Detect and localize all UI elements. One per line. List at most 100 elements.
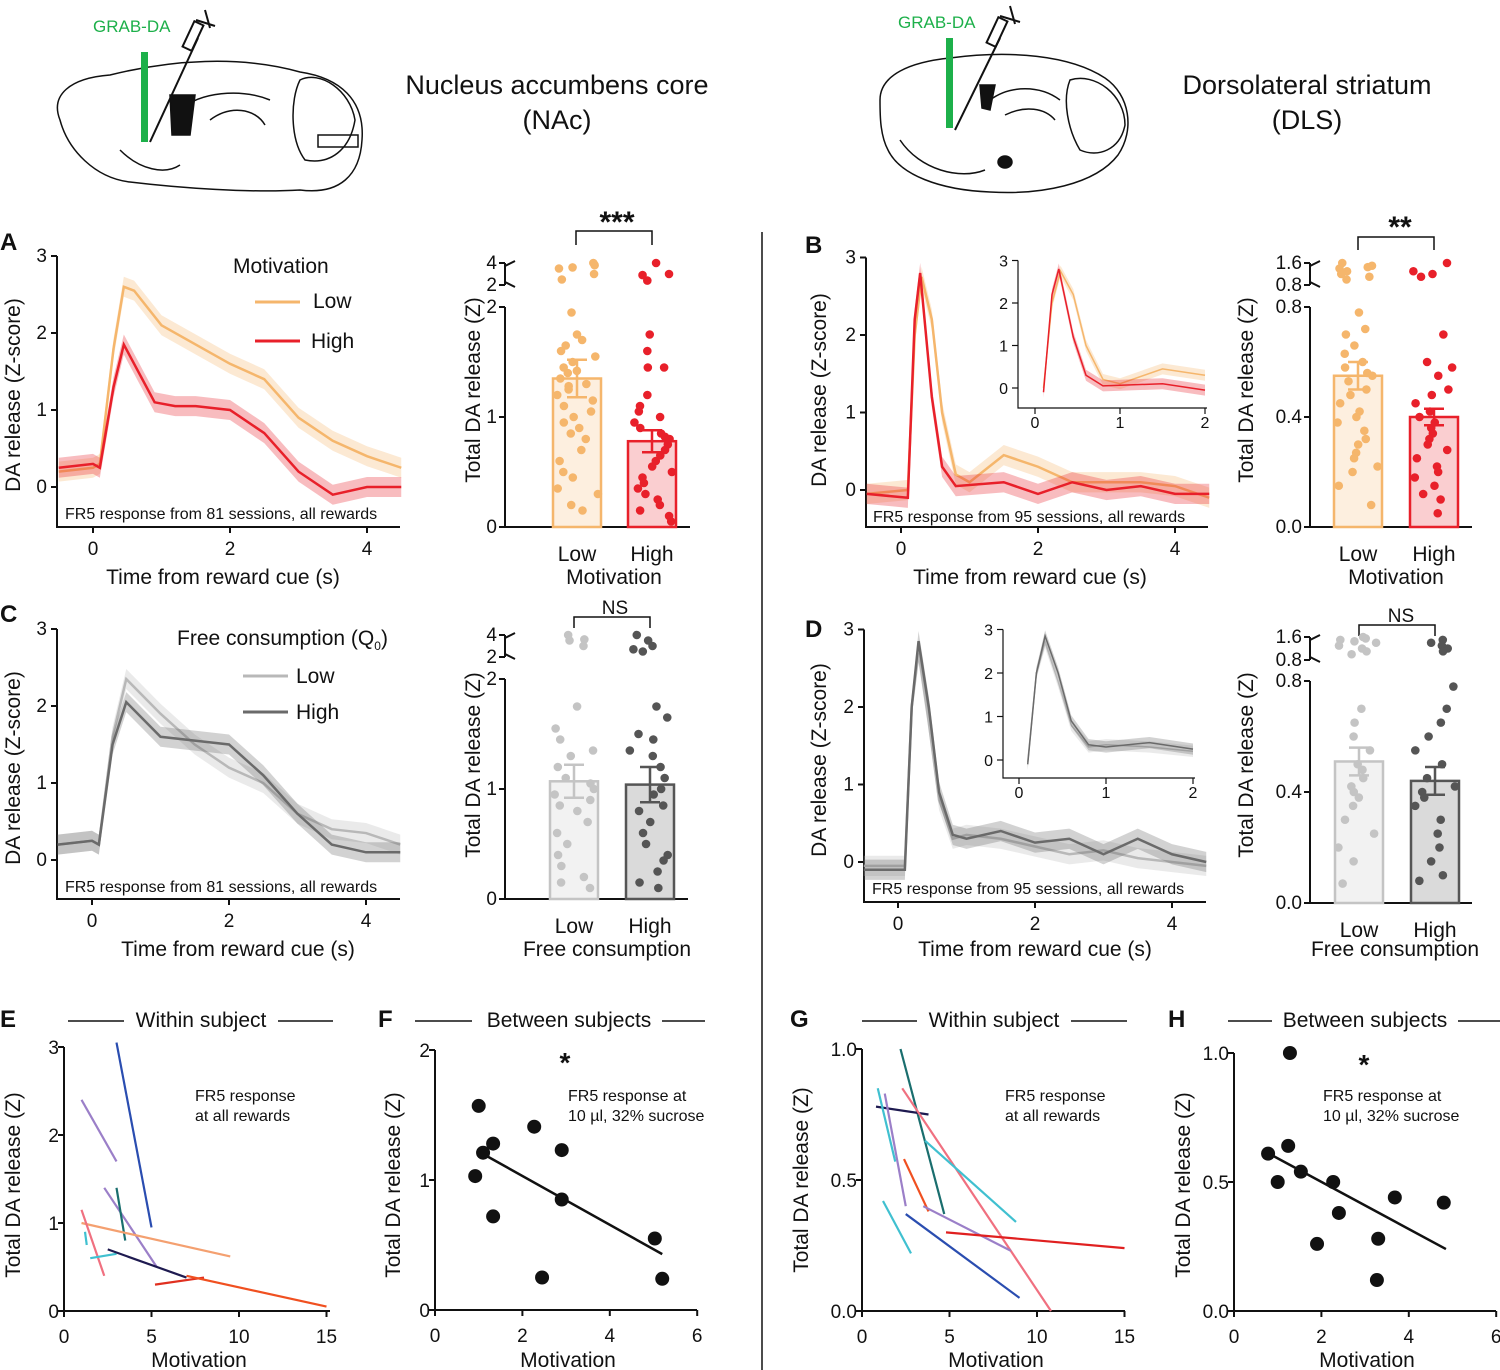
data-point: [1418, 489, 1428, 499]
x-tick-label: 15: [1114, 1327, 1135, 1348]
data-point: [1336, 269, 1346, 279]
data-point: [648, 735, 658, 744]
x-tick-label: 5: [944, 1327, 955, 1348]
data-point: [1348, 467, 1357, 477]
y-tick-label: 0: [36, 477, 47, 498]
data-point: [659, 856, 668, 865]
x-tick-label: 2: [1189, 785, 1198, 802]
data-point: [1340, 349, 1350, 359]
axes: [863, 629, 1206, 903]
data-point: [1436, 1195, 1451, 1210]
data-point: [648, 751, 658, 761]
subject-line: [905, 1213, 1021, 1299]
y-tick-label: 2: [486, 275, 497, 296]
axes: [63, 1047, 330, 1312]
panel-e-labels: Within subject Motivation Total DA relea…: [2, 1009, 333, 1370]
sem-band-low: [1027, 636, 1193, 768]
data-point: [1411, 398, 1420, 408]
annotation: FR5 response: [195, 1088, 296, 1105]
data-point: [660, 773, 669, 783]
y-tick-label: 3: [843, 620, 854, 641]
annotation: at all rewards: [1005, 1108, 1100, 1125]
data-point: [1354, 793, 1364, 802]
y-axis-label: DA release (Z-score): [808, 293, 831, 487]
x-tick-label: 0: [857, 1327, 868, 1348]
y-tick-label: 0.0: [831, 1302, 857, 1323]
y-tick-label: 1.6: [1276, 253, 1302, 274]
brain-illustration-nac: [56, 60, 363, 192]
data-point: [476, 1145, 491, 1160]
data-point: [1433, 371, 1443, 381]
x-tick-label: High: [630, 543, 673, 566]
significance-bracket: [1358, 624, 1436, 636]
x-tick-label: 4: [1170, 539, 1181, 560]
y-tick-label: 1: [486, 779, 497, 800]
x-axis-label: Time from reward cue (s): [121, 938, 355, 961]
data-point: [553, 484, 562, 493]
data-point: [645, 330, 655, 339]
data-point: [564, 385, 573, 394]
data-point: [572, 330, 582, 339]
x-tick-label: High: [1413, 919, 1456, 942]
y-axis-label: Total DA release (Z): [1235, 297, 1258, 483]
data-point: [1341, 330, 1351, 339]
data-point: [1422, 773, 1432, 783]
axis-break-mark: [504, 260, 516, 288]
y-tick-label: 0: [486, 889, 497, 910]
data-point: [651, 258, 661, 268]
data-point: [655, 1271, 670, 1286]
error-bar: [1425, 765, 1445, 797]
data-point: [569, 412, 578, 422]
data-point: [1447, 363, 1457, 372]
y-axis-label: Total DA release (Z): [790, 1087, 813, 1273]
y-tick-label: 3: [36, 246, 47, 267]
data-point: [572, 702, 582, 711]
y-tick-label: 2: [36, 323, 47, 344]
data-point: [1423, 440, 1433, 449]
data-point: [585, 883, 595, 893]
data-point: [635, 878, 644, 887]
y-axis-label: DA release (Z-score): [2, 671, 25, 865]
data-point: [1270, 1175, 1285, 1189]
panel-title: Between subjects: [1283, 1009, 1448, 1032]
panel-g-labels: Within subject Motivation Total DA relea…: [790, 1009, 1127, 1370]
axes: [1002, 629, 1195, 779]
data-point: [1350, 341, 1359, 350]
data-point: [638, 828, 648, 838]
x-tick-label: 0: [59, 1327, 70, 1348]
data-point: [652, 702, 661, 711]
panel-letter: B: [805, 232, 822, 259]
trace-low: [1042, 269, 1206, 389]
data-point: [1350, 637, 1359, 646]
data-point: [656, 784, 666, 794]
x-axis-label: Motivation: [1348, 566, 1444, 589]
data-point: [1435, 843, 1444, 852]
annotation: FR5 response at: [568, 1088, 687, 1105]
region-title: (NAc): [523, 105, 592, 135]
x-tick-label: 2: [1033, 539, 1044, 560]
data-point: [625, 746, 635, 755]
data-point: [590, 352, 600, 361]
y-tick-label: 2: [419, 1041, 430, 1062]
y-tick-label: 4: [486, 253, 497, 274]
data-point: [550, 790, 559, 799]
data-point: [1371, 638, 1381, 648]
panel-letter: A: [0, 229, 17, 256]
subject-line: [80, 1099, 118, 1162]
y-tick-label: 0: [843, 852, 854, 873]
x-tick-label: 2: [1316, 1327, 1327, 1348]
y-tick-label: 1.0: [1203, 1044, 1229, 1065]
data-point: [1344, 376, 1353, 386]
data-point: [1442, 445, 1452, 455]
data-point: [1426, 638, 1436, 648]
data-point: [1442, 258, 1452, 268]
y-tick-label: 3: [984, 623, 993, 640]
significance-bracket: [1357, 236, 1435, 250]
x-tick-label: 2: [1201, 415, 1210, 432]
x-tick-label: 4: [605, 1326, 616, 1347]
x-tick-label: Low: [1340, 919, 1379, 942]
x-axis-label: Free consumption: [523, 938, 691, 961]
y-tick-label: 2: [843, 697, 854, 718]
panel-title: Within subject: [136, 1009, 267, 1032]
